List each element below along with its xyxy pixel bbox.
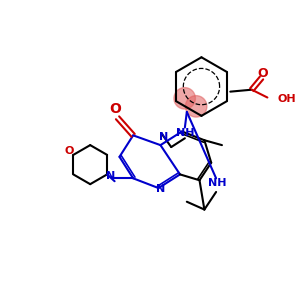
- Text: NH: NH: [208, 178, 226, 188]
- Circle shape: [174, 88, 195, 109]
- Text: N: N: [159, 132, 168, 142]
- Text: O: O: [110, 102, 122, 116]
- Text: NH: NH: [176, 128, 194, 138]
- Text: N: N: [156, 184, 165, 194]
- Text: O: O: [65, 146, 74, 156]
- Text: O: O: [257, 67, 268, 80]
- Circle shape: [185, 96, 207, 117]
- Text: OH: OH: [277, 94, 296, 104]
- Text: N: N: [106, 171, 115, 182]
